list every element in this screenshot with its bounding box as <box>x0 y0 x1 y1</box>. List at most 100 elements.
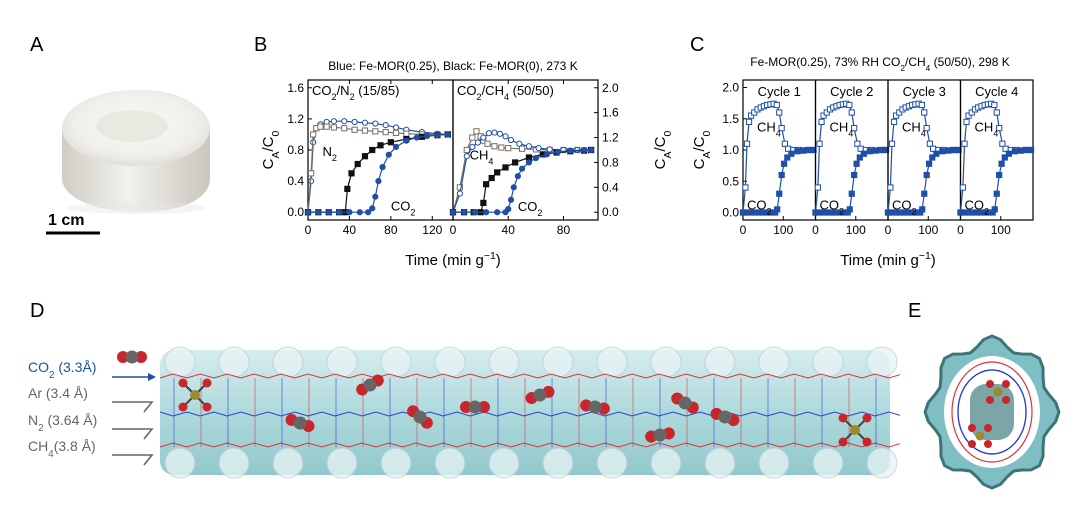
x-tick-label: 0 <box>450 223 457 237</box>
data-point <box>1005 150 1012 157</box>
y-tick-label: 1.0 <box>722 143 739 157</box>
y-tick-label: 0.8 <box>287 143 304 157</box>
x-tick-label: 0 <box>812 223 819 237</box>
oxygen-atom <box>838 437 848 447</box>
cycle-title: Cycle 3 <box>903 84 946 99</box>
data-point <box>788 150 795 157</box>
pore-bubble <box>866 346 898 378</box>
co2-molecule <box>580 399 610 415</box>
y-tick-label: 1.2 <box>602 131 619 145</box>
data-point <box>507 196 515 203</box>
y-axis-label: CA/C0 <box>691 130 713 169</box>
data-point <box>463 153 470 160</box>
data-point <box>335 209 343 216</box>
data-point <box>999 140 1006 147</box>
data-point <box>516 140 523 147</box>
data-point <box>498 144 505 151</box>
pore-lattice <box>951 361 1033 463</box>
iron-atom <box>993 387 1003 397</box>
pore-bubble <box>866 447 898 479</box>
data-point <box>344 185 351 192</box>
pore-bubble <box>272 447 304 479</box>
data-point <box>483 181 490 188</box>
x-tick-label: 40 <box>502 223 516 237</box>
data-point <box>820 112 827 119</box>
data-point <box>794 148 801 155</box>
data-point <box>776 109 783 116</box>
carbon-atom <box>413 410 427 424</box>
data-point <box>507 136 515 144</box>
oxygen-atom <box>984 424 992 432</box>
y-tick-label: 1.6 <box>602 106 619 120</box>
data-point <box>315 209 322 216</box>
y-tick-label: 1.5 <box>722 112 739 126</box>
data-point <box>341 118 348 125</box>
pore-bubble <box>542 447 574 479</box>
data-point <box>854 140 861 147</box>
data-point <box>471 209 479 216</box>
iron-atom <box>850 425 860 435</box>
data-point <box>505 206 512 213</box>
data-point <box>816 140 823 147</box>
data-point <box>310 131 317 138</box>
data-point <box>463 146 470 154</box>
data-point <box>413 134 420 141</box>
y-tick-label: 0.0 <box>287 205 304 219</box>
data-point <box>525 159 533 166</box>
data-point <box>382 122 389 129</box>
data-point <box>896 109 903 116</box>
data-point <box>998 160 1005 167</box>
y-axis-label-right: CA/C0 <box>652 130 674 169</box>
panel-label-c: C <box>690 34 705 56</box>
pore-bubble <box>758 447 790 479</box>
y-tick-label: 0.8 <box>602 155 619 169</box>
gas-label: Ar (3.4 Å) <box>28 385 88 401</box>
chart-b: Blue: Fe-MOR(0.25), Black: Fe-MOR(0), 27… <box>260 59 674 269</box>
oxygen-atom <box>178 402 188 412</box>
data-point <box>848 190 855 197</box>
data-point <box>480 134 487 141</box>
oxygen-atom <box>1002 396 1010 404</box>
pore-ring <box>923 334 1061 490</box>
oxygen-atom <box>838 413 848 423</box>
pore-bubble <box>218 447 250 479</box>
data-point <box>785 145 792 152</box>
y-tick-label: 2.0 <box>722 81 739 95</box>
pore-bubble <box>434 346 466 378</box>
data-point <box>743 140 751 147</box>
data-point <box>554 148 562 155</box>
data-point <box>930 145 937 152</box>
series-annotation: N2 <box>323 144 337 163</box>
y-tick-label: 1.6 <box>287 81 304 95</box>
ch4-annotation: CH4 <box>975 119 999 138</box>
data-point <box>514 173 522 180</box>
iron-atom <box>975 431 985 441</box>
pore-bubble <box>650 346 682 378</box>
pore-bubble <box>272 346 304 378</box>
series-line-1 <box>307 126 448 213</box>
data-point <box>525 154 533 161</box>
lattice-line <box>159 373 900 379</box>
x-axis-label: Time (min g−1) <box>405 250 501 269</box>
data-point <box>494 169 501 176</box>
oxygen-atom <box>178 378 188 388</box>
series-annotation: CO2 <box>391 199 416 218</box>
data-point <box>993 109 1000 116</box>
data-point <box>361 119 369 126</box>
cycle-title: Cycle 2 <box>830 84 873 99</box>
data-point <box>773 101 780 109</box>
data-point <box>535 145 542 152</box>
data-point <box>484 140 491 147</box>
co2-molecule <box>710 407 740 427</box>
data-point <box>923 125 930 132</box>
pore-bubble <box>218 346 250 378</box>
fe-cluster <box>838 413 872 447</box>
pore-lattice <box>957 369 1027 455</box>
data-point <box>505 145 512 152</box>
fe-cluster <box>986 380 1010 404</box>
pore-bubble <box>164 346 196 378</box>
data-point <box>546 146 553 153</box>
panel-label-b: B <box>254 34 268 56</box>
chart-c-header: Fe-MOR(0.25), 73% RH CO2/CH4 (50/50), 29… <box>750 55 1009 73</box>
data-point <box>745 118 753 125</box>
